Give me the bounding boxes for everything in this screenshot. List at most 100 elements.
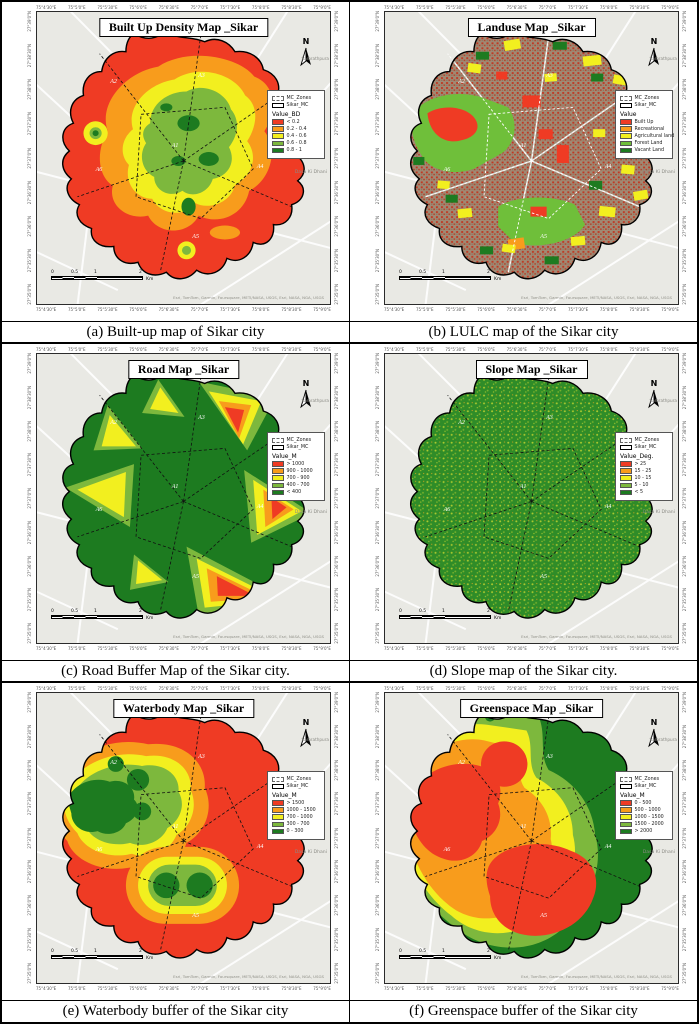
tick-label: 75°5'0"E (415, 646, 434, 651)
tick-label: 75°5'30"E (97, 346, 118, 352)
tick-label: 75°8'0"E (599, 646, 618, 651)
basemap-attribution: Esri, TomTom, Garmin, Foursquare, METI/N… (521, 634, 672, 639)
tick-label: 75°4'30"E (36, 685, 57, 691)
map-art-builtup (37, 12, 330, 304)
tick-label: 75°7'0"E (190, 986, 209, 991)
north-arrow-icon (648, 47, 659, 67)
scale-bar-unit: Km (494, 615, 502, 621)
class-swatch (620, 147, 632, 154)
tick-label: 75°7'0"E (538, 685, 557, 691)
tick-label: 27°36'30"N (375, 860, 380, 884)
legend-class-row: 700 - 900 (272, 475, 320, 481)
tick-label: 27°35'0"N (334, 284, 339, 305)
coordinate-ticks-left: 27°39'0"N 27°38'30"N 27°38'0"N 27°37'30"N 27… (27, 353, 33, 644)
tick-label: 27°35'0"N (27, 623, 32, 644)
tick-label: 27°36'30"N (375, 180, 380, 204)
map-title: Waterbody Map _Sikar (112, 699, 255, 718)
zones-swatch (620, 95, 632, 102)
legend-class-row: 0 - 300 (272, 828, 320, 835)
scalebar-number: 0 (51, 270, 54, 275)
tick-label: 27°38'30"N (27, 385, 32, 409)
class-swatch (620, 126, 632, 132)
tick-label: 75°6'0"E (477, 986, 495, 991)
legend-boundary-row: Sikar_MC (620, 102, 668, 109)
class-swatch (272, 482, 284, 489)
place-label-samrathpura: Samrathpura (301, 398, 330, 403)
tick-label: 75°6'0"E (129, 646, 147, 651)
tick-label: 75°4'30"E (36, 4, 57, 10)
place-label-dasa-ki-dhani: Dasa Ki Dhani (642, 849, 675, 855)
tick-label: 75°6'30"E (506, 307, 527, 312)
map-canvas-builtup: Built Up Density Map _Sikar N Samrathpur… (36, 11, 331, 305)
scale-bar: 0 0.5 1 2 Km (51, 270, 161, 284)
tick-label: 27°36'0"N (334, 895, 339, 917)
tick-label: 27°38'30"N (682, 724, 687, 748)
tick-label: 75°5'0"E (415, 986, 434, 991)
tick-label: 75°6'30"E (506, 4, 527, 10)
caption-a: (a) Built-up map of Sikar city (2, 321, 350, 344)
tick-label: 27°36'0"N (375, 555, 380, 577)
place-label-samrathpura: Samrathpura (649, 737, 678, 742)
tick-label: 27°37'0"N (27, 488, 32, 509)
tick-label: 75°6'30"E (158, 4, 179, 10)
class-swatch (620, 821, 632, 828)
tick-label: 75°4'30"E (384, 4, 405, 10)
zones-swatch (272, 776, 284, 783)
tick-label: 27°37'0"N (682, 147, 687, 169)
tick-label: 75°9'0"E (313, 307, 331, 312)
legend-boundary-row: Sikar_MC (272, 102, 320, 109)
legend-class-row: > 1000 (272, 461, 320, 467)
tick-label: 75°8'30"E (629, 346, 650, 352)
class-swatch (272, 140, 284, 147)
tick-label: 27°38'30"N (375, 385, 380, 409)
scalebar-number: 0.5 (419, 609, 427, 614)
tick-label: 75°6'30"E (506, 685, 527, 691)
tick-label: 27°35'0"N (27, 284, 32, 305)
class-swatch (272, 147, 284, 154)
legend-value-label: Value_M (272, 452, 297, 460)
panel-d: 75°4'30"E 75°5'0"E 75°5'30"E 75°6'0"E 75°6'3… (350, 344, 697, 660)
map-art-landuse (385, 12, 678, 304)
legend-value-label: Value (620, 110, 637, 118)
tick-label: 27°37'30"N (27, 453, 32, 477)
scalebar-number: 2 (487, 949, 490, 954)
scale-bar-labels: 0 0.5 1 2 (399, 609, 509, 615)
tick-label: 75°6'0"E (477, 4, 495, 10)
legend-class-row: Agricultural land (620, 133, 674, 139)
map-canvas-landuse: Landuse Map _Sikar N Samrathpura Dasa Ki… (384, 11, 679, 305)
scale-bar-graphic (51, 614, 143, 619)
tick-label: 27°35'0"N (682, 284, 687, 305)
legend-value-label: Value_Deg. (620, 452, 654, 460)
tick-label: 27°39'0"N (334, 692, 339, 713)
tick-label: 75°5'30"E (445, 4, 466, 10)
tick-label: 75°7'0"E (190, 4, 209, 10)
tick-label: 27°39'0"N (682, 353, 687, 374)
scale-bar: 0 0.5 1 2 Km (51, 609, 161, 623)
tick-label: 75°5'30"E (445, 346, 466, 352)
scale-bar-graphic (399, 275, 491, 280)
tick-label: 27°39'0"N (682, 11, 687, 32)
tick-label: 75°8'0"E (599, 307, 618, 312)
class-swatch (272, 800, 284, 806)
tick-label: 27°36'0"N (27, 895, 32, 917)
basemap-attribution: Esri, TomTom, Garmin, Foursquare, METI/N… (173, 634, 324, 639)
scale-bar-graphic (51, 275, 143, 280)
boundary-swatch (272, 444, 284, 451)
class-swatch (620, 807, 632, 813)
tick-label: 27°37'0"N (334, 488, 339, 509)
coordinate-ticks-bottom: 75°4'30"E 75°5'0"E 75°5'30"E 75°6'0"E 75°6'3… (384, 986, 679, 991)
tick-label: 75°9'0"E (661, 986, 679, 991)
coordinate-ticks-top: 75°4'30"E 75°5'0"E 75°5'30"E 75°6'0"E 75°6'3… (384, 347, 679, 352)
tick-label: 27°38'30"N (334, 385, 339, 409)
legend-box: MC_Zones Sikar_MC Value_M > 1500 1000 - 1500… (267, 771, 325, 840)
legend-box: MC_Zones Sikar_MC Value_M 0 - 500 500 - 1000… (615, 771, 673, 840)
tick-label: 75°8'0"E (599, 986, 618, 991)
tick-label: 27°35'30"N (334, 248, 339, 273)
place-label-samrathpura: Samrathpura (301, 56, 330, 61)
legend-boundary-row: Sikar_MC (620, 783, 668, 790)
scale-bar: 0 0.5 1 2 Km (399, 270, 509, 284)
tick-label: 27°36'30"N (27, 180, 32, 204)
tick-label: 27°35'30"N (27, 248, 32, 273)
legend-class-row: < 5 (620, 489, 668, 496)
